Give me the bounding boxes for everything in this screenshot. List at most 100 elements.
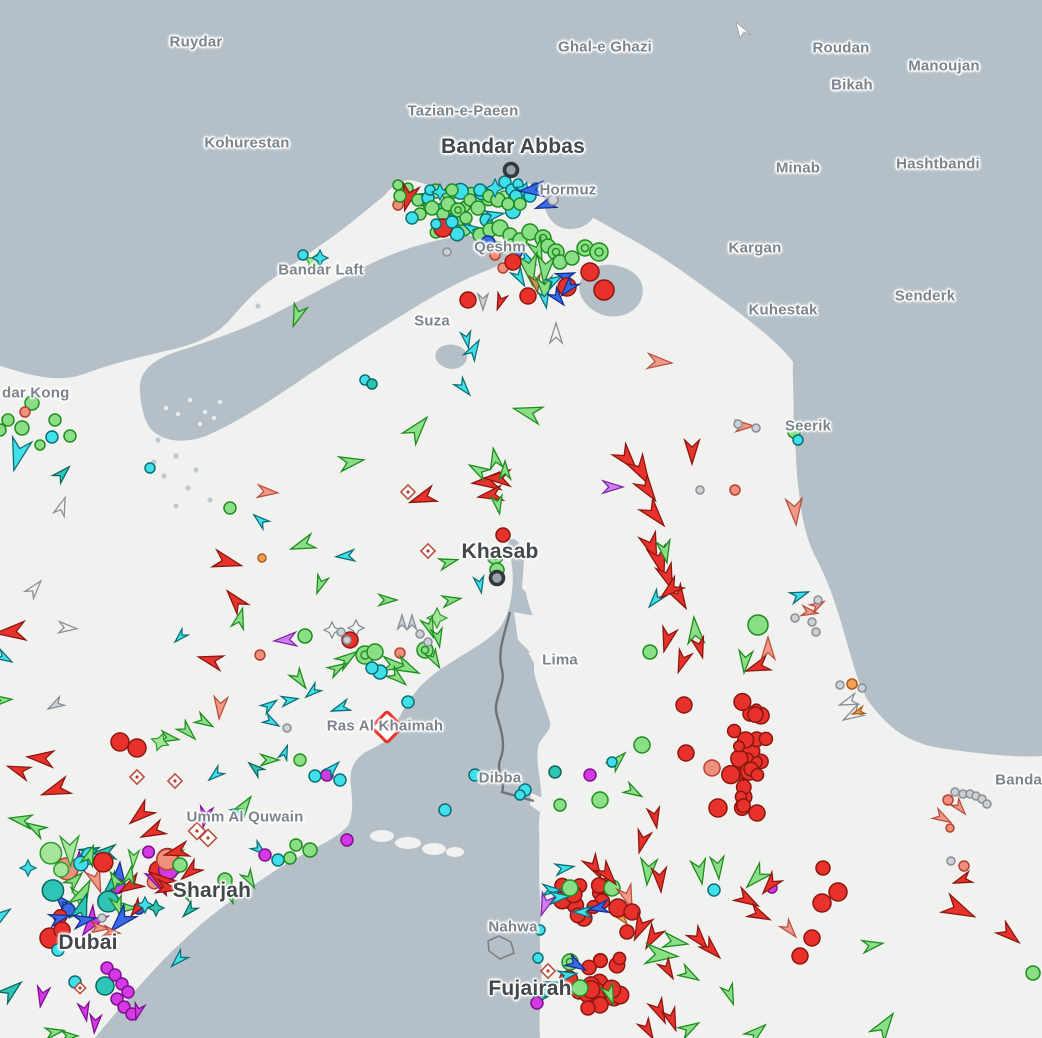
vessel-marker[interactable] <box>260 711 282 731</box>
vessel-marker[interactable] <box>321 759 342 780</box>
vessel-marker[interactable] <box>635 1015 659 1038</box>
vessel-marker[interactable] <box>445 183 459 197</box>
vessel-marker[interactable] <box>424 200 440 216</box>
vessel-marker[interactable] <box>539 962 557 980</box>
vessel-marker[interactable] <box>127 738 147 758</box>
vessel-marker[interactable] <box>534 274 554 306</box>
vessel-marker[interactable] <box>177 857 206 885</box>
vessel-marker[interactable] <box>258 848 272 862</box>
vessel-marker[interactable] <box>391 654 422 680</box>
vessel-marker[interactable] <box>468 768 482 782</box>
vessel-marker[interactable] <box>657 624 680 654</box>
vessel-marker[interactable] <box>39 775 74 803</box>
vessel-marker[interactable] <box>461 220 482 239</box>
vessel-marker[interactable] <box>707 883 721 897</box>
vessel-marker[interactable] <box>489 492 505 517</box>
vessel-marker[interactable] <box>51 943 65 957</box>
vessel-marker[interactable] <box>0 647 14 667</box>
vessel-marker[interactable] <box>811 627 821 637</box>
vessel-marker[interactable] <box>383 664 409 689</box>
vessel-marker[interactable] <box>180 898 201 920</box>
vessel-marker[interactable] <box>222 586 251 617</box>
vessel-marker[interactable] <box>951 869 975 889</box>
vessel-marker[interactable] <box>759 634 777 662</box>
vessel-marker[interactable] <box>63 429 77 443</box>
vessel-marker[interactable] <box>174 718 200 744</box>
vessel-marker[interactable] <box>557 273 582 299</box>
vessel-marker[interactable] <box>418 614 439 640</box>
vessel-marker[interactable] <box>46 694 67 714</box>
vessel-marker[interactable] <box>653 560 680 593</box>
vessel-marker[interactable] <box>486 547 504 565</box>
vessel-marker[interactable] <box>689 634 708 660</box>
vessel-marker[interactable] <box>333 773 347 787</box>
vessel-marker[interactable] <box>146 898 166 918</box>
vessel-marker[interactable] <box>6 811 35 831</box>
vessel-marker[interactable] <box>430 182 450 202</box>
vessel-marker[interactable] <box>34 439 46 451</box>
vessel-marker[interactable] <box>340 833 354 847</box>
vessel-marker[interactable] <box>654 537 673 566</box>
vessel-marker[interactable] <box>846 678 858 690</box>
vessel-marker[interactable] <box>504 253 522 271</box>
vessel-marker[interactable] <box>741 860 774 893</box>
vessel-marker[interactable] <box>519 287 537 305</box>
vessel-marker[interactable] <box>310 248 330 268</box>
vessel-marker[interactable] <box>430 218 442 230</box>
vessel-marker[interactable] <box>51 495 71 519</box>
vessel-marker[interactable] <box>283 851 297 865</box>
vessel-marker[interactable] <box>125 798 158 829</box>
vessel-marker[interactable] <box>750 767 765 782</box>
vessel-marker[interactable] <box>639 856 659 888</box>
vessel-marker[interactable] <box>128 768 146 786</box>
vessel-marker[interactable] <box>942 794 954 806</box>
vessel-marker[interactable] <box>42 1025 67 1038</box>
vessel-marker[interactable] <box>324 659 348 680</box>
vessel-marker[interactable] <box>511 400 546 426</box>
vessel-marker[interactable] <box>466 460 493 483</box>
vessel-marker[interactable] <box>39 841 63 865</box>
vessel-marker[interactable] <box>141 845 156 859</box>
vessel-marker[interactable] <box>631 472 662 506</box>
vessel-marker[interactable] <box>100 923 123 939</box>
vessel-marker[interactable] <box>633 736 651 754</box>
vessel-marker[interactable] <box>642 942 681 967</box>
vessel-marker[interactable] <box>636 496 670 532</box>
vessel-marker[interactable] <box>458 328 474 351</box>
vessel-marker[interactable] <box>399 483 417 501</box>
vessel-marker[interactable] <box>598 981 619 1007</box>
vessel-marker[interactable] <box>293 753 307 767</box>
vessel-marker[interactable] <box>859 937 886 955</box>
vessel-marker[interactable] <box>407 483 440 510</box>
vessel-marker[interactable] <box>217 872 233 888</box>
vessel-marker[interactable] <box>564 250 580 266</box>
vessel-marker[interactable] <box>721 764 741 785</box>
vessel-marker[interactable] <box>950 787 960 797</box>
vessel-marker[interactable] <box>633 827 654 855</box>
vessel-marker[interactable] <box>92 851 114 873</box>
vessel-marker[interactable] <box>22 578 45 601</box>
vessel-marker[interactable] <box>612 951 627 966</box>
vessel-marker[interactable] <box>606 756 618 768</box>
vessel-marker[interactable] <box>1 413 15 427</box>
vessel-marker[interactable] <box>312 572 331 596</box>
vessel-marker[interactable] <box>68 891 95 926</box>
vessel-marker[interactable] <box>534 924 546 936</box>
vessel-marker[interactable] <box>659 1004 682 1033</box>
vessel-marker[interactable] <box>425 606 449 630</box>
vessel-marker[interactable] <box>543 272 565 291</box>
vessel-marker[interactable] <box>4 434 34 473</box>
vessel-marker[interactable] <box>675 962 702 986</box>
vessel-marker[interactable] <box>803 929 821 947</box>
vessel-marker[interactable] <box>677 744 695 762</box>
vessel-marker[interactable] <box>144 462 156 474</box>
vessel-marker[interactable] <box>614 881 639 912</box>
vessel-marker[interactable] <box>78 843 99 869</box>
vessel-marker[interactable] <box>655 955 679 982</box>
vessel-marker[interactable] <box>424 184 436 196</box>
bandar-abbas-pin[interactable] <box>502 161 520 179</box>
vessel-marker[interactable] <box>536 288 552 311</box>
vessel-marker[interactable] <box>376 593 400 607</box>
vessel-marker[interactable] <box>108 968 122 982</box>
